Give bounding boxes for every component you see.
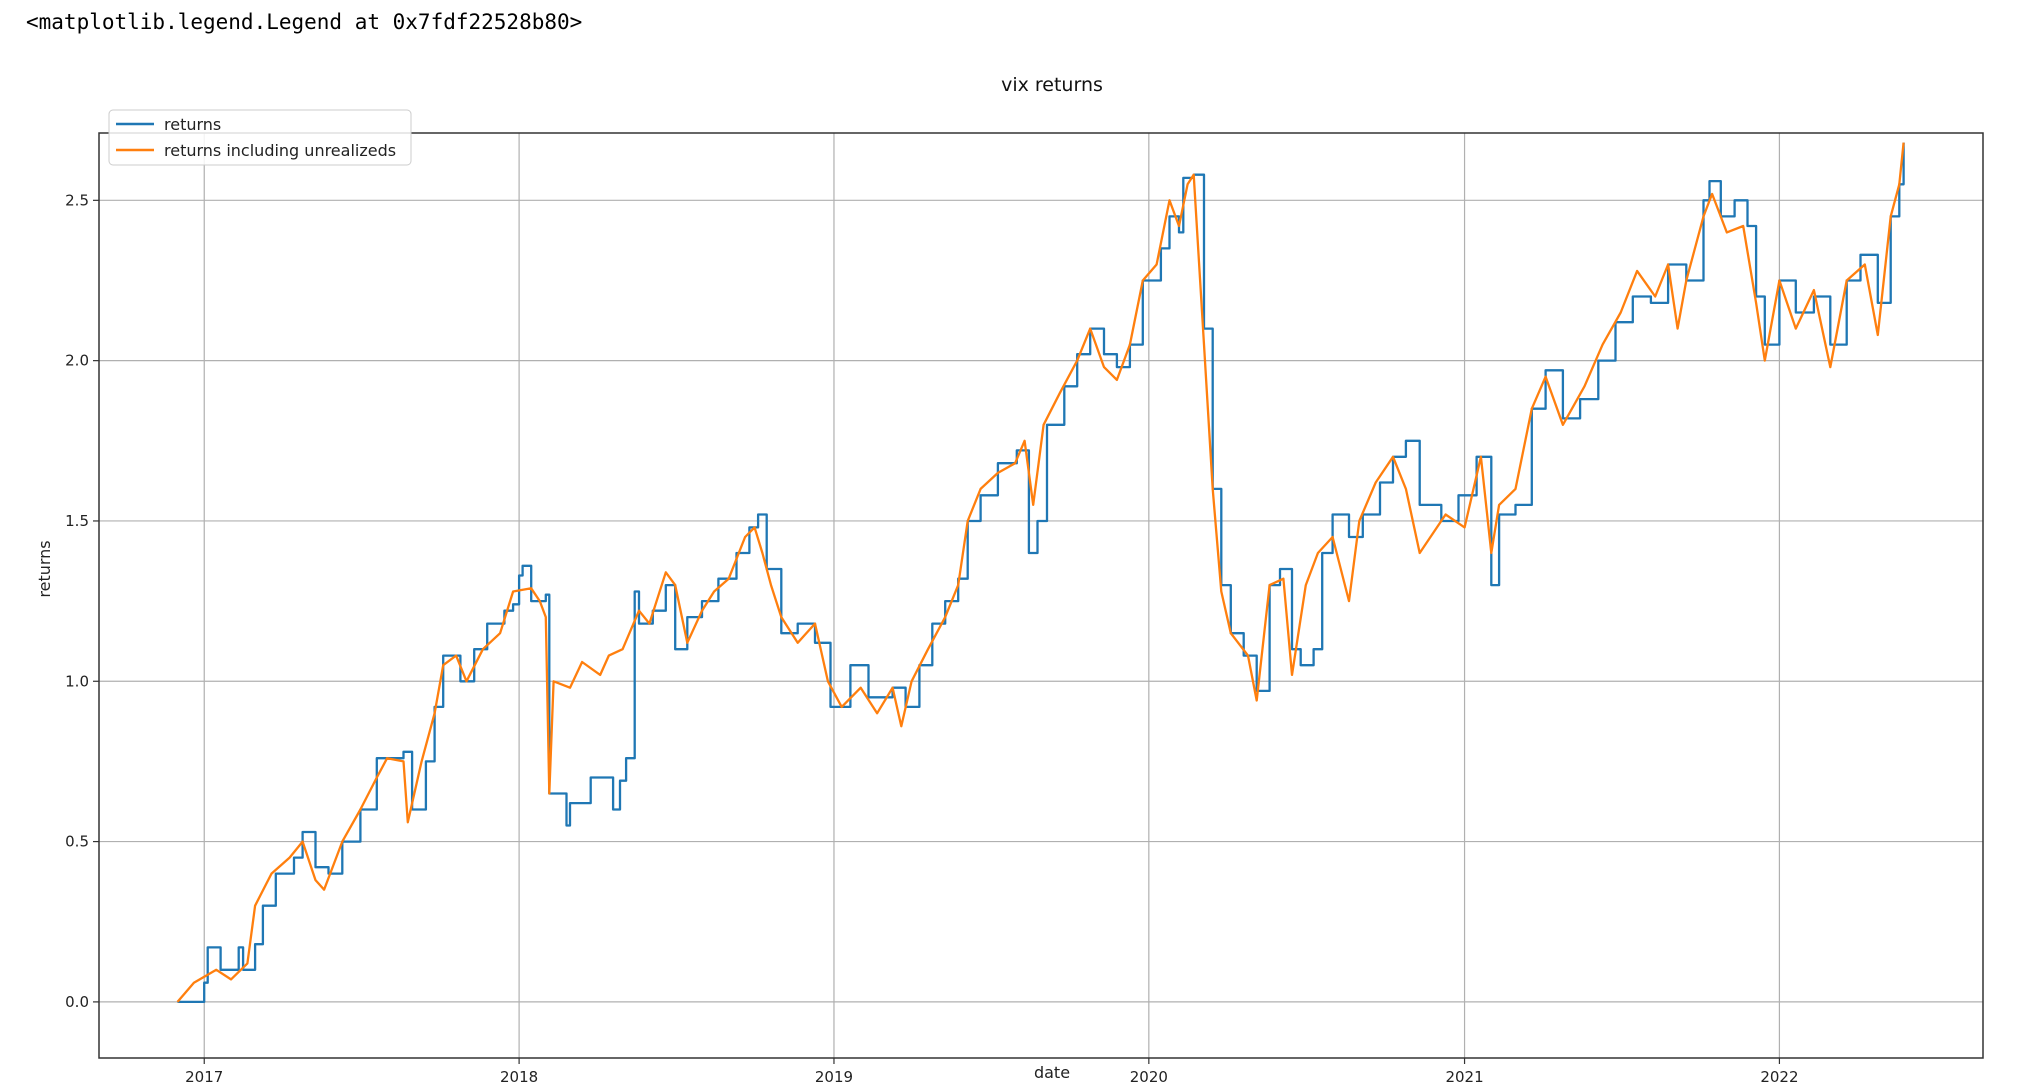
series-line-returns-including-unrealizeds bbox=[176, 142, 1905, 1003]
ticks: 2017 2018 2019 2020 2021 2022 0.0 0.5 1.0 1.5 2.0 2… bbox=[65, 191, 1798, 1082]
series-line-returns bbox=[177, 142, 1905, 1004]
legend-label-returns-including-unrealizeds: returns including unrealizeds bbox=[164, 141, 396, 160]
y-tick-label: 1.0 bbox=[65, 672, 89, 690]
x-tick-label: 2022 bbox=[1760, 1068, 1798, 1082]
grid bbox=[99, 133, 1983, 1058]
legend-label-returns: returns bbox=[164, 115, 221, 134]
legend-box bbox=[108, 109, 412, 166]
legend: returns returns including unrealizeds bbox=[108, 109, 412, 166]
y-tick-label: 2.0 bbox=[65, 352, 89, 370]
series-lines bbox=[176, 142, 1905, 1004]
x-tick-label: 2017 bbox=[185, 1068, 223, 1082]
x-tick-label: 2019 bbox=[815, 1068, 853, 1082]
y-tick-label: 0.0 bbox=[65, 993, 89, 1011]
y-tick-label: 0.5 bbox=[65, 833, 89, 851]
axes-frame bbox=[98, 132, 1984, 1059]
x-tick-label: 2020 bbox=[1130, 1068, 1168, 1082]
y-axis-label: returns bbox=[35, 540, 54, 597]
cell-output-text: <matplotlib.legend.Legend at 0x7fdf22528… bbox=[26, 10, 583, 34]
x-axis-label: date bbox=[1034, 1063, 1070, 1082]
y-tick-label: 1.5 bbox=[65, 512, 89, 530]
y-tick-label: 2.5 bbox=[65, 191, 89, 209]
x-tick-label: 2018 bbox=[500, 1068, 538, 1082]
chart-title: vix returns bbox=[1001, 74, 1103, 96]
x-tick-label: 2021 bbox=[1445, 1068, 1483, 1082]
